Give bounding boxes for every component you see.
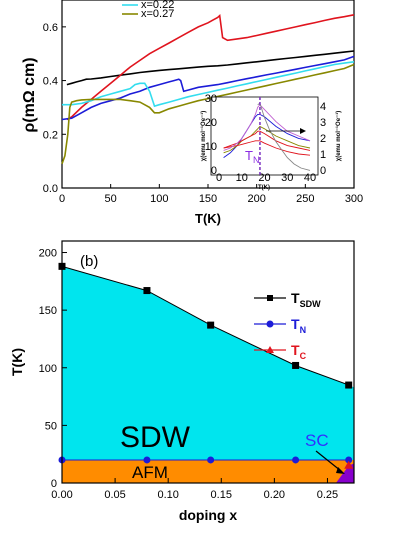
inset-x-tick-label: 10 — [236, 172, 248, 184]
y-tick-label-b: 50 — [45, 420, 57, 432]
inset-y2-tick-label: 3 — [320, 117, 326, 129]
legend-marker-tn — [266, 320, 274, 328]
inset-y2-axis-label: χ(emu mol⁻¹Oe⁻¹) — [335, 111, 342, 161]
x-tick-label-b: 0.05 — [104, 489, 125, 501]
resistivity-curve-0 — [66, 50, 355, 86]
inset-y2-tick-label: 1 — [320, 149, 326, 161]
legend-label-x022: x=0.22 — [141, 0, 174, 11]
inset-y-tick-label: 10 — [205, 141, 217, 153]
resistivity-series-group — [61, 13, 355, 165]
inset-y2-tick-label: 2 — [320, 133, 326, 145]
y-axis-label-a: ρ(mΩ cm) — [21, 57, 38, 132]
tsdw-point — [207, 321, 215, 329]
sc-arrow-line — [315, 450, 342, 472]
x-tick-label-a: 50 — [105, 193, 117, 205]
phase-diagram-panel: 0.00 0.05 0.10 0.15 0.20 0.25 0 50 100 150 200 (b)… — [9, 240, 355, 523]
y-tick-label-b: 150 — [39, 305, 57, 317]
inset-x-tick-label: 40 — [304, 172, 316, 184]
resistivity-curve-3 — [62, 61, 355, 108]
inset-y-tick-label: 30 — [205, 93, 217, 105]
x-tick-label-a: 0 — [59, 193, 65, 205]
inset-tn-label: TN — [245, 148, 259, 165]
inset-curve-3 — [223, 140, 311, 156]
x-tick-label-b: 0.10 — [157, 489, 178, 501]
inset-frame — [210, 96, 319, 176]
sdw-region — [62, 266, 354, 483]
x-tick-label-b: 0.20 — [264, 489, 285, 501]
inset-x-tick-label: 20 — [258, 172, 270, 184]
tn-point — [292, 456, 300, 464]
x-tick-label-a: 200 — [247, 193, 265, 205]
resistivity-curve-4 — [61, 63, 355, 165]
inset-y2-tick-label: 0 — [320, 165, 326, 177]
legend-marker-tsdw — [267, 295, 273, 301]
x-tick-label-b: 0.00 — [51, 489, 72, 501]
legend-label-tn: TN — [291, 316, 306, 335]
x-axis-label-a: T(K) — [195, 211, 221, 226]
x-tick-label-b: 0.25 — [317, 489, 338, 501]
tn-point — [345, 456, 353, 464]
legend-b: TSDW TN TC — [254, 290, 321, 361]
sdw-region-label: SDW — [120, 421, 191, 454]
inset-arrow-head — [300, 128, 306, 134]
inset-x-axis-label: T(K) — [258, 185, 270, 191]
x-tick-label-a: 100 — [150, 193, 168, 205]
afm-region-label: AFM — [132, 463, 168, 482]
inset-y-tick-label: 20 — [205, 117, 217, 129]
tn-point — [143, 456, 151, 464]
sc-arrow-head — [336, 467, 345, 474]
inset-y-tick-label: 0 — [211, 165, 217, 177]
y-tick-label-b: 200 — [39, 248, 57, 260]
panel-b-label: (b) — [80, 253, 98, 270]
inset-curve-4 — [223, 104, 311, 151]
y-tick-label-a: 0.4 — [43, 76, 58, 88]
legend-marker-tc — [266, 346, 274, 353]
inset-y-axis-label: χ(emu mol⁻¹Oe⁻¹) — [200, 111, 207, 161]
inset-x-tick-label: 30 — [281, 172, 293, 184]
y-tick-label-b: 100 — [39, 363, 57, 375]
legend-label-tc: TC — [291, 342, 307, 361]
tick-group-b: 0.00 0.05 0.10 0.15 0.20 0.25 0 50 100 150 200 — [39, 248, 339, 501]
inset-curve-5 — [257, 102, 311, 171]
x-axis-label-b: doping x — [179, 507, 238, 523]
legend-label-tsdw: TSDW — [291, 290, 321, 309]
x-tick-label-b: 0.15 — [211, 489, 232, 501]
x-tick-label-a: 150 — [199, 193, 217, 205]
tsdw-point — [345, 381, 353, 389]
tsdw-point — [292, 361, 300, 369]
inset-y2-tick-label: 4 — [320, 101, 326, 113]
legend-label-x027: x=0.27 — [141, 8, 174, 20]
resistivity-curve-1 — [66, 13, 355, 121]
inset-tick-group: 0 10 20 30 40 0 10 20 30 0 1 2 3 4 — [205, 93, 326, 184]
inset-curve-1 — [223, 125, 311, 154]
y-tick-label-a: 0.0 — [43, 183, 58, 195]
x-tick-label-a: 250 — [296, 193, 314, 205]
legend-a: x=0.22 x=0.27 — [122, 0, 174, 20]
inset-series-group — [223, 102, 311, 171]
tn-point — [207, 456, 215, 464]
y-tick-label-a: 0.6 — [43, 22, 58, 34]
tc-point — [344, 460, 354, 469]
tsdw-point — [143, 287, 151, 295]
afm-region — [62, 459, 354, 483]
plot-frame-b — [61, 240, 355, 484]
x-tick-label-a: 300 — [345, 193, 363, 205]
y-tick-label-a: 0.2 — [43, 129, 58, 141]
phase-series-group — [58, 262, 354, 469]
y-axis-label-b: T(K) — [9, 348, 25, 376]
y-tick-label-b: 0 — [51, 478, 57, 490]
susceptibility-inset: 0 10 20 30 40 0 10 20 30 0 1 2 3 4 TN χ(emu mol⁻¹Oe⁻¹… — [200, 93, 342, 191]
inset-x-tick-label: 0 — [216, 172, 222, 184]
sc-region-label: SC — [305, 431, 329, 450]
